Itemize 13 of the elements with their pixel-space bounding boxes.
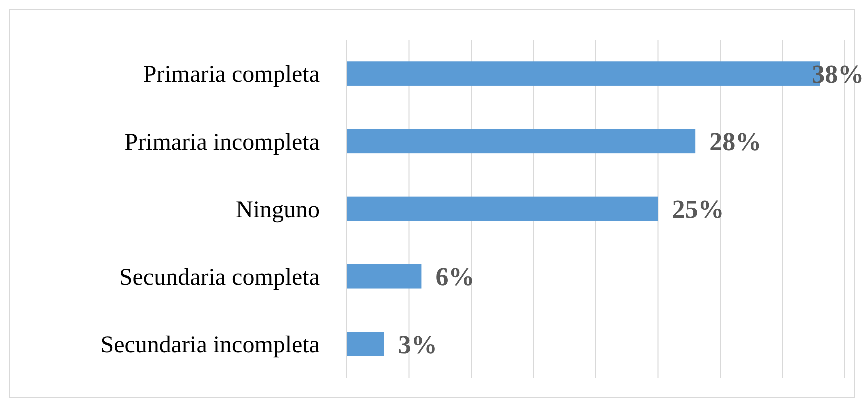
bar xyxy=(347,332,384,356)
y-tick-label: Secundaria completa xyxy=(119,265,320,291)
y-tick-label: Secundaria incompleta xyxy=(100,332,320,359)
y-tick-label: Primaria incompleta xyxy=(124,130,320,156)
bar xyxy=(347,129,696,154)
bar xyxy=(347,264,422,289)
bar xyxy=(347,196,658,222)
y-tick-label: Ninguno xyxy=(236,197,320,224)
data-label: 3% xyxy=(398,330,438,360)
data-label: 6% xyxy=(436,262,475,292)
data-label: 25% xyxy=(672,195,724,224)
data-label: 28% xyxy=(710,128,762,156)
y-tick-label: Primaria completa xyxy=(143,62,320,88)
